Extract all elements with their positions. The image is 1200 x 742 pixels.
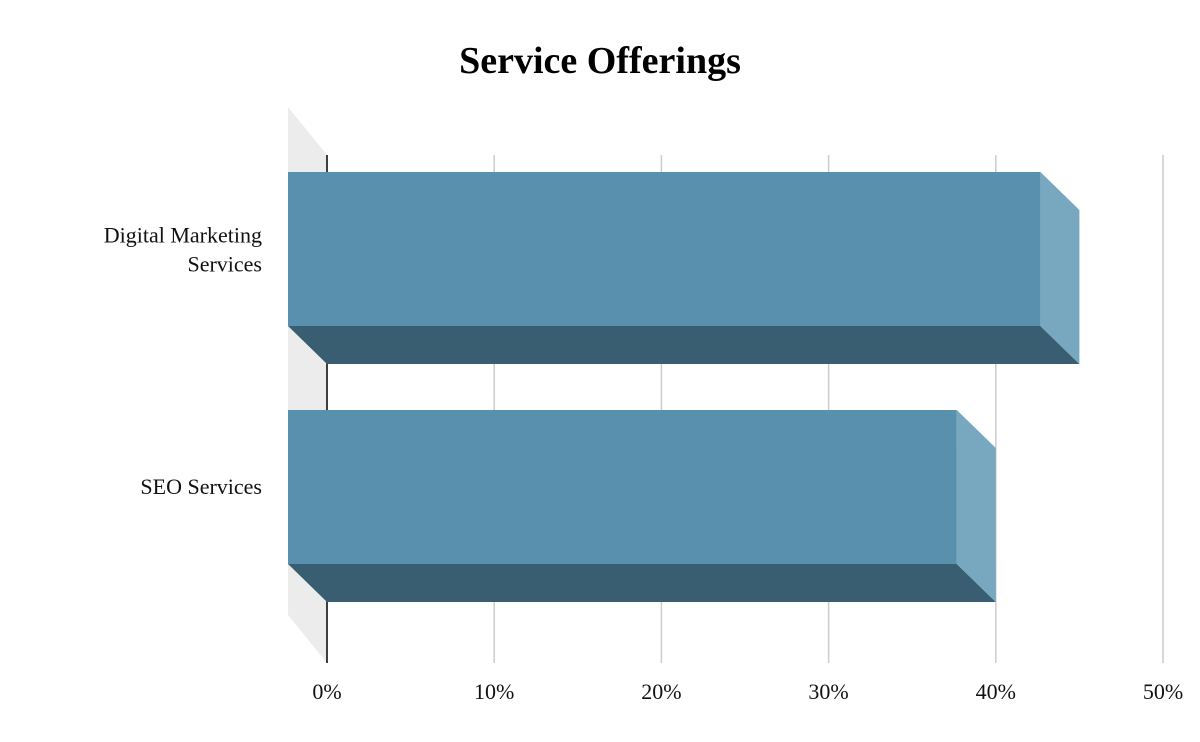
bar-side-face [1040,172,1080,364]
x-tick-label: 10% [474,679,514,704]
bar-front-face [288,410,957,564]
x-tick-label: 50% [1143,679,1183,704]
bar-bottom-face [288,326,1080,364]
bars [288,172,1080,602]
bar [288,410,996,602]
category-label: Digital Marketing Services [104,223,262,277]
bar-side-face [956,410,996,602]
category-label: SEO Services [140,474,262,499]
x-tick-label: 0% [312,679,341,704]
bar [288,172,1080,364]
x-axis-ticks: 0% 10% 20% 30% 40% 50% [312,679,1183,704]
x-tick-label: 20% [641,679,681,704]
category-labels: Digital Marketing Services SEO Services [104,223,262,500]
chart-title: Service Offerings [459,40,741,82]
x-tick-label: 40% [976,679,1016,704]
bar-bottom-face [288,564,996,602]
bar-front-face [288,172,1041,326]
x-tick-label: 30% [808,679,848,704]
